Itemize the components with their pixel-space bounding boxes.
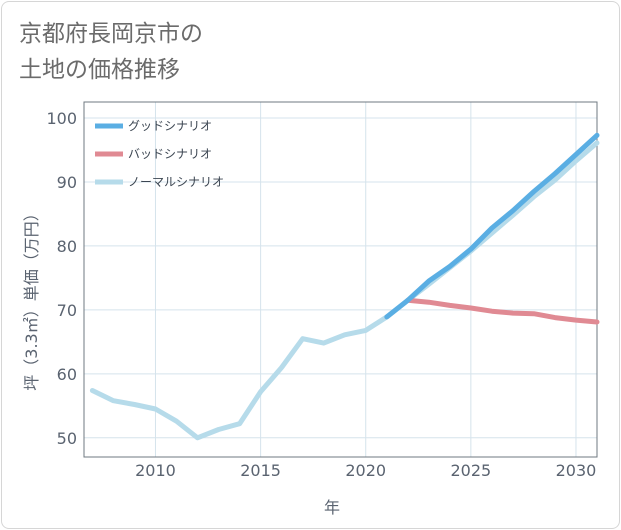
chart-title: 京都府長岡京市の 土地の価格推移: [19, 16, 203, 88]
y-axis-label: 坪（3.3㎡）単価（万円）: [22, 205, 41, 390]
legend-label-0: グッドシナリオ: [128, 119, 212, 133]
chart-title-line-1: 京都府長岡京市の: [19, 21, 203, 47]
x-tick-label-2030: 2030: [556, 461, 597, 480]
series-layer: [89, 132, 600, 441]
y-tick-label-60: 60: [57, 365, 77, 384]
y-tick-label-100: 100: [46, 109, 77, 128]
y-tick-label-90: 90: [57, 173, 77, 192]
y-tick-label-50: 50: [57, 429, 77, 448]
chart-title-line-2: 土地の価格推移: [19, 57, 180, 83]
y-tick-label-70: 70: [57, 301, 77, 320]
x-tick-label-2015: 2015: [240, 461, 281, 480]
grid-lines: [84, 102, 597, 457]
plot-frame: [83, 101, 598, 458]
series-line-1: [405, 297, 600, 325]
tick-labels: 2010 2015 2020 2025 2030 50 60 70 80 90 100: [46, 109, 596, 480]
legend-label-1: バッドシナリオ: [128, 147, 212, 161]
legend-label-2: ノーマルシナリオ: [128, 175, 224, 189]
series-line-0: [384, 132, 600, 320]
y-tick-label-80: 80: [57, 237, 77, 256]
series-line-2: [89, 140, 600, 441]
x-tick-label-2010: 2010: [135, 461, 176, 480]
x-axis-label: 年: [324, 498, 340, 517]
x-tick-label-2025: 2025: [450, 461, 491, 480]
x-tick-label-2020: 2020: [345, 461, 386, 480]
